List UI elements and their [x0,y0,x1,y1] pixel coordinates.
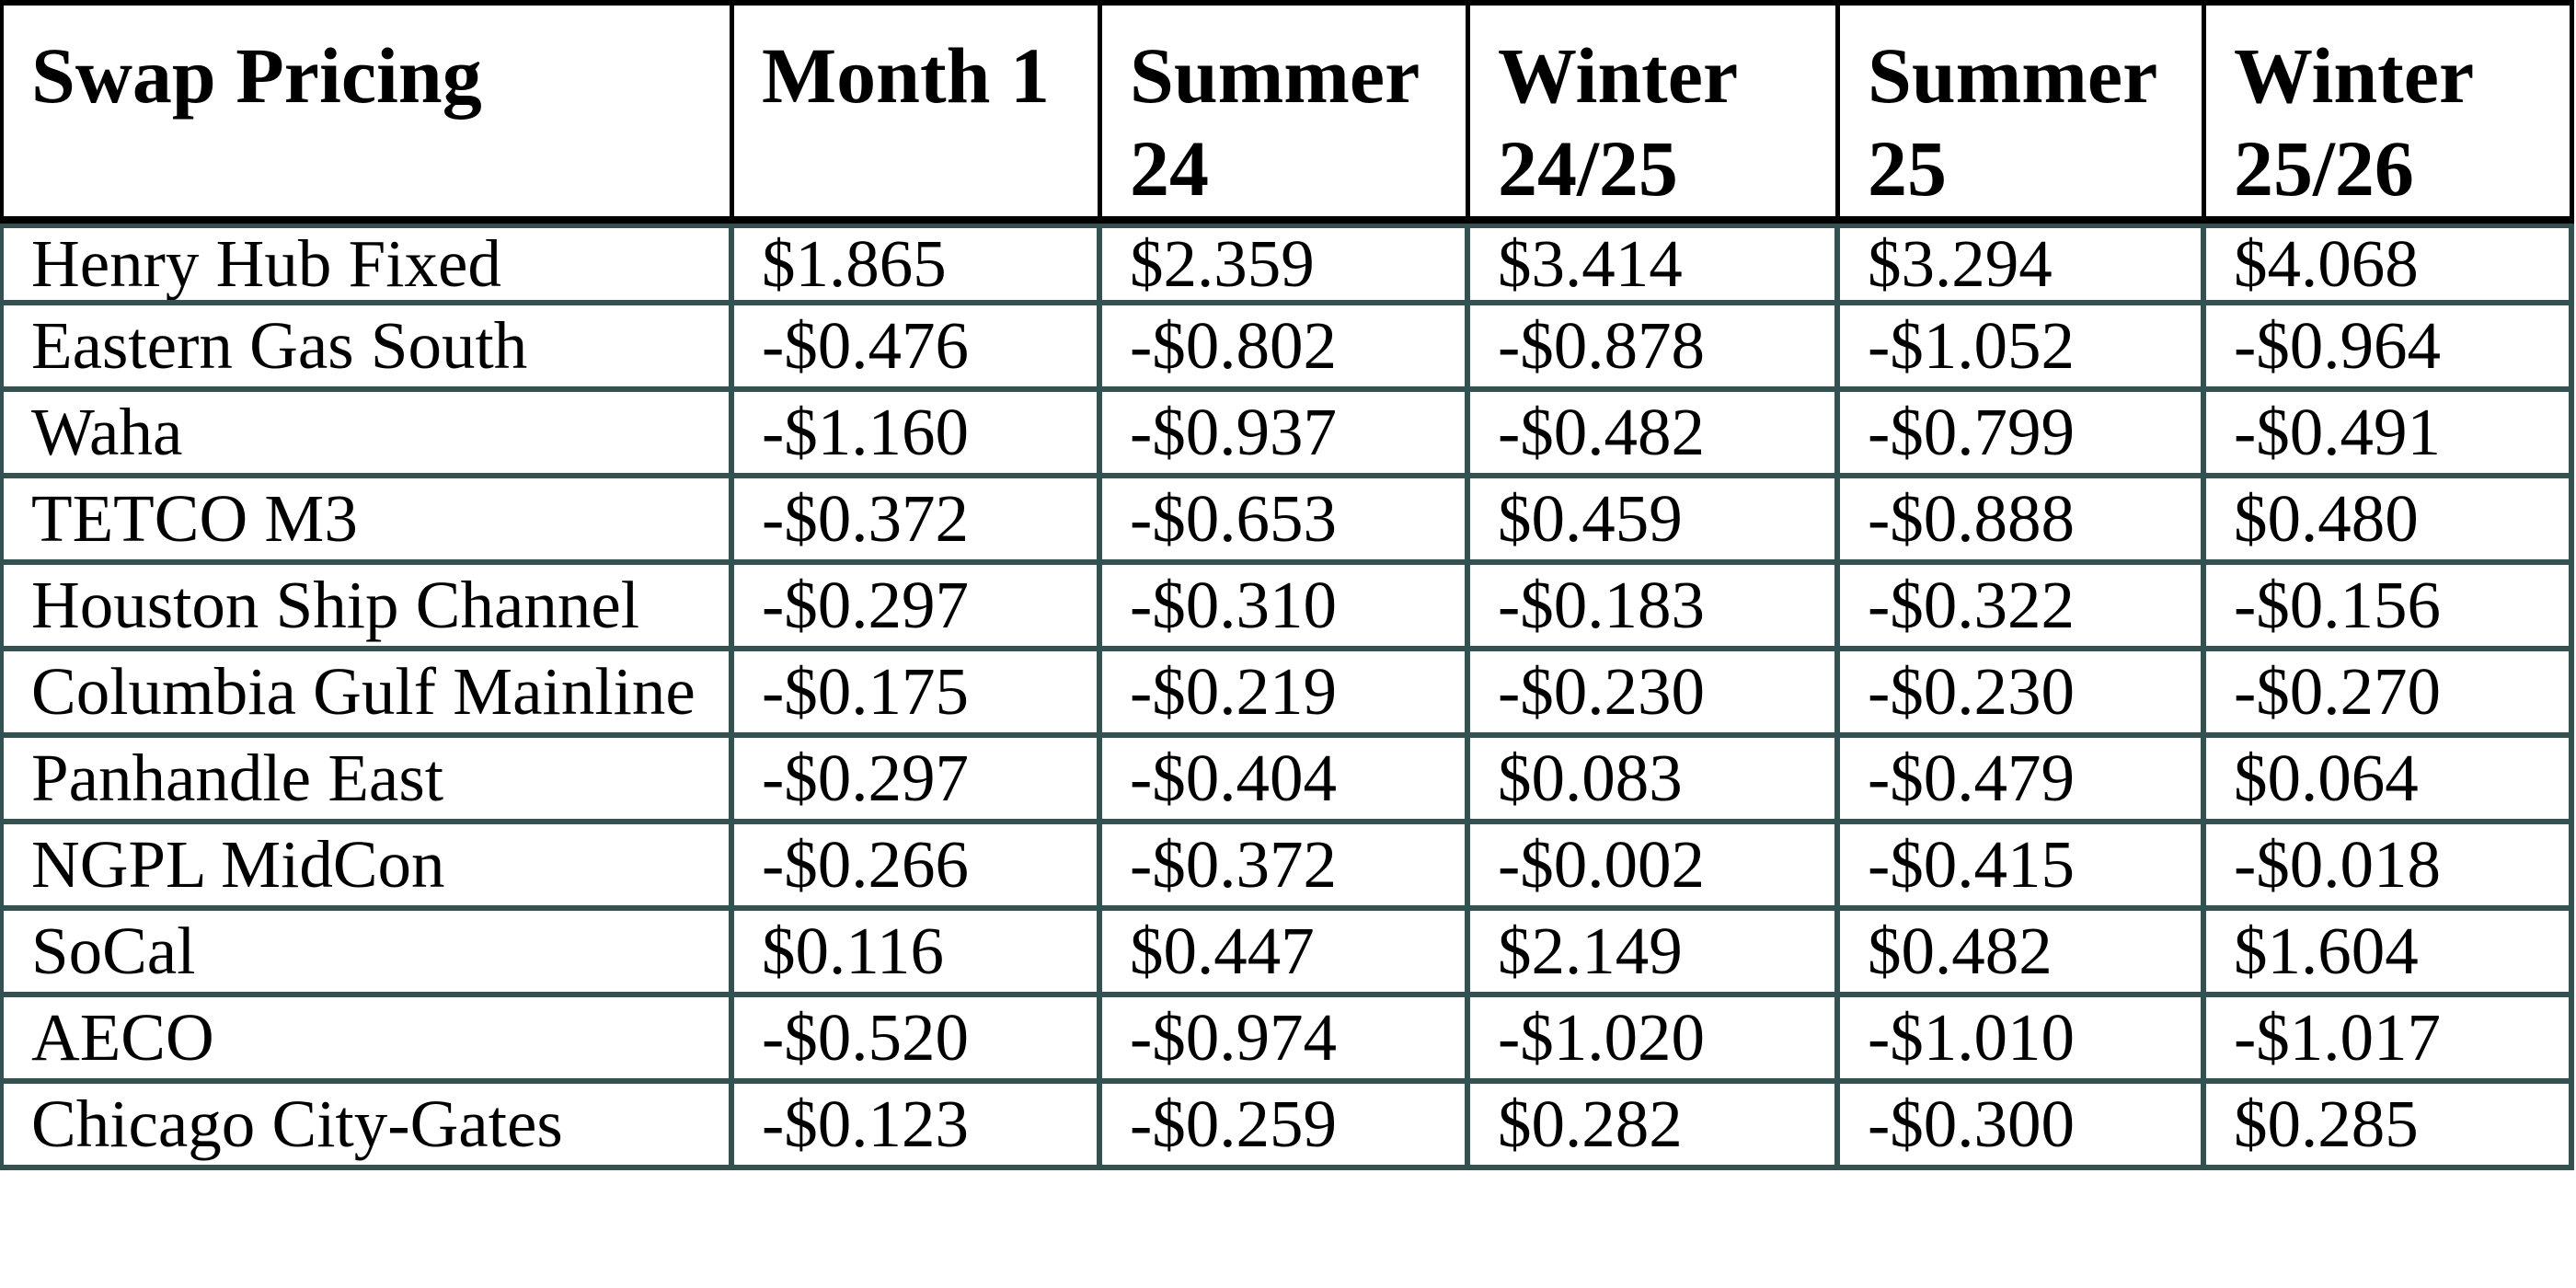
table-cell: -$0.799 [1840,391,2206,478]
row-label: Henry Hub Fixed [0,223,734,305]
table-cell: -$0.479 [1840,737,2206,824]
table-row-chicago-city-gates: Chicago City-Gates -$0.123 -$0.259 $0.28… [0,1083,2574,1170]
table-cell: $0.083 [1470,737,1840,824]
table-cell: -$0.415 [1840,823,2206,911]
table-cell: $0.064 [2206,737,2574,824]
column-header-summer-24: Summer 24 [1102,0,1470,224]
table-cell: -$0.270 [2206,650,2574,738]
table-cell: -$0.964 [2206,305,2574,392]
table-cell: -$0.156 [2206,564,2574,651]
row-label: SoCal [0,910,734,997]
table-cell: -$0.219 [1102,650,1470,738]
row-label: AECO [0,996,734,1084]
table-row-waha: Waha -$1.160 -$0.937 -$0.482 -$0.799 -$0… [0,391,2574,478]
table-cell: -$0.322 [1840,564,2206,651]
table-cell: -$0.123 [734,1083,1102,1170]
table-cell: -$1.160 [734,391,1102,478]
row-label: Waha [0,391,734,478]
table-cell: $4.068 [2206,223,2574,305]
table-cell: $0.282 [1470,1083,1840,1170]
table-cell: $0.482 [1840,910,2206,997]
row-label: Panhandle East [0,737,734,824]
column-header-summer-25: Summer 25 [1840,0,2206,224]
table-cell: $1.604 [2206,910,2574,997]
table-cell: $0.116 [734,910,1102,997]
table-body: Henry Hub Fixed $1.865 $2.359 $3.414 $3.… [0,223,2574,1170]
table-cell: -$0.310 [1102,564,1470,651]
table-row-houston-ship-channel: Houston Ship Channel -$0.297 -$0.310 -$0… [0,564,2574,651]
row-label: TETCO M3 [0,477,734,565]
table-row-eastern-gas-south: Eastern Gas South -$0.476 -$0.802 -$0.87… [0,305,2574,392]
table-cell: -$0.018 [2206,823,2574,911]
table-row-tetco-m3: TETCO M3 -$0.372 -$0.653 $0.459 -$0.888 … [0,477,2574,565]
table-cell: $0.285 [2206,1083,2574,1170]
header-row: Swap Pricing Month 1 Summer 24 Winter 24… [0,0,2574,224]
table-cell: -$0.300 [1840,1083,2206,1170]
table-cell: -$0.372 [734,477,1102,565]
table-cell: -$0.482 [1470,391,1840,478]
table-cell: -$0.297 [734,564,1102,651]
table-cell: $0.459 [1470,477,1840,565]
table-cell: -$0.653 [1102,477,1470,565]
table-cell: -$0.802 [1102,305,1470,392]
table-cell: -$0.476 [734,305,1102,392]
table-cell: -$0.297 [734,737,1102,824]
table-row-columbia-gulf-mainline: Columbia Gulf Mainline -$0.175 -$0.219 -… [0,650,2574,738]
swap-pricing-table: Swap Pricing Month 1 Summer 24 Winter 24… [0,0,2574,1170]
table-cell: $1.865 [734,223,1102,305]
row-label: Eastern Gas South [0,305,734,392]
row-label: Columbia Gulf Mainline [0,650,734,738]
table-row-socal: SoCal $0.116 $0.447 $2.149 $0.482 $1.604 [0,910,2574,997]
table-header: Swap Pricing Month 1 Summer 24 Winter 24… [0,0,2574,224]
table-cell: -$0.937 [1102,391,1470,478]
table-row-aeco: AECO -$0.520 -$0.974 -$1.020 -$1.010 -$1… [0,996,2574,1084]
table-cell: -$0.175 [734,650,1102,738]
table-cell: -$1.010 [1840,996,2206,1084]
column-header-swap-pricing: Swap Pricing [0,0,734,224]
table-cell: -$0.520 [734,996,1102,1084]
table-cell: -$0.372 [1102,823,1470,911]
table-row-ngpl-midcon: NGPL MidCon -$0.266 -$0.372 -$0.002 -$0.… [0,823,2574,911]
table-cell: $2.359 [1102,223,1470,305]
table-cell: -$0.183 [1470,564,1840,651]
table-cell: $3.294 [1840,223,2206,305]
row-label: Houston Ship Channel [0,564,734,651]
table-cell: -$0.230 [1470,650,1840,738]
table-cell: -$0.974 [1102,996,1470,1084]
column-header-month-1: Month 1 [734,0,1102,224]
table-row-henry-hub-fixed: Henry Hub Fixed $1.865 $2.359 $3.414 $3.… [0,223,2574,305]
table-cell: -$1.052 [1840,305,2206,392]
table-cell: -$0.002 [1470,823,1840,911]
table-cell: -$0.878 [1470,305,1840,392]
table-cell: -$0.230 [1840,650,2206,738]
row-label: NGPL MidCon [0,823,734,911]
table-cell: -$1.017 [2206,996,2574,1084]
table-cell: $2.149 [1470,910,1840,997]
table-cell: -$0.888 [1840,477,2206,565]
table-cell: -$0.404 [1102,737,1470,824]
table-cell: -$0.266 [734,823,1102,911]
table-cell: $3.414 [1470,223,1840,305]
table-cell: -$0.491 [2206,391,2574,478]
table-row-panhandle-east: Panhandle East -$0.297 -$0.404 $0.083 -$… [0,737,2574,824]
table-cell: $0.480 [2206,477,2574,565]
column-header-winter-25-26: Winter 25/26 [2206,0,2574,224]
table-cell: -$1.020 [1470,996,1840,1084]
column-header-winter-24-25: Winter 24/25 [1470,0,1840,224]
table-cell: $0.447 [1102,910,1470,997]
table-cell: -$0.259 [1102,1083,1470,1170]
row-label: Chicago City-Gates [0,1083,734,1170]
